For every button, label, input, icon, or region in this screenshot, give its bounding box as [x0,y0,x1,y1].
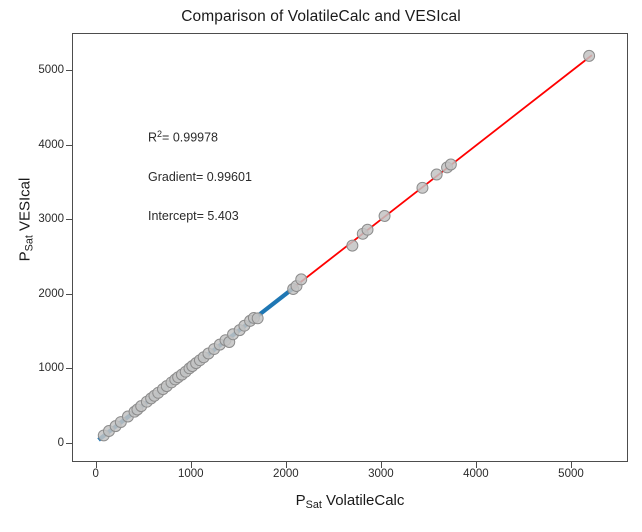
x-tick-mark [190,462,192,468]
x-tick-label: 5000 [558,468,584,480]
r-squared-exponent: 2 [157,129,163,139]
x-axis-title-subscript: Sat [305,499,322,512]
x-tick-mark [95,462,97,468]
x-tick-mark [475,462,477,468]
data-point [416,181,429,194]
statistics-annotations: R2= 0.99978 Gradient= 0.99601 Intercept=… [148,130,252,250]
x-axis-title-rest: VolatileCalc [321,492,405,509]
intercept-annotation: Intercept= 5.403 [148,209,239,224]
y-axis-title-prefix: P [16,251,34,262]
chart-title: Comparison of VolatileCalc and VESIcal [181,8,461,25]
data-point [361,223,374,236]
y-axis-title-subscript: Sat [23,235,36,252]
x-tick-mark [285,462,287,468]
data-point [346,239,359,252]
data-point [430,168,443,181]
data-point [583,49,596,62]
x-tick-mark [380,462,382,468]
data-point [378,210,391,222]
y-tick-label: 0 [57,436,64,449]
y-tick-label: 1000 [38,362,64,375]
r-squared-symbol: R [148,130,158,145]
x-axis-title-prefix: P [295,492,306,509]
x-tick-label: 0 [92,468,99,480]
scatter-series-0 [97,49,596,442]
r-squared-value: = 0.99978 [162,130,219,145]
data-point [251,312,264,325]
x-tick-label: 2000 [273,468,299,480]
x-tick-label: 4000 [463,468,489,480]
data-point [295,273,308,286]
x-axis-tick-labels: 0 1000 2000 3000 4000 5000 [72,462,628,484]
x-tick-mark [570,462,572,468]
x-axis-title: PSat VolatileCalc [72,492,628,511]
y-tick-label: 5000 [38,64,64,77]
scatter-plot-canvas [97,49,596,442]
y-axis-title: PSat VESIcal [16,90,35,350]
x-tick-label: 1000 [178,468,204,480]
gradient-annotation: Gradient= 0.99601 [148,169,252,184]
r-squared-annotation: R2= 0.99978 [148,130,252,144]
x-tick-label: 3000 [368,468,394,480]
y-axis-title-rest: VESIcal [16,177,34,236]
data-point [444,158,457,171]
plot-area[interactable] [72,33,628,462]
